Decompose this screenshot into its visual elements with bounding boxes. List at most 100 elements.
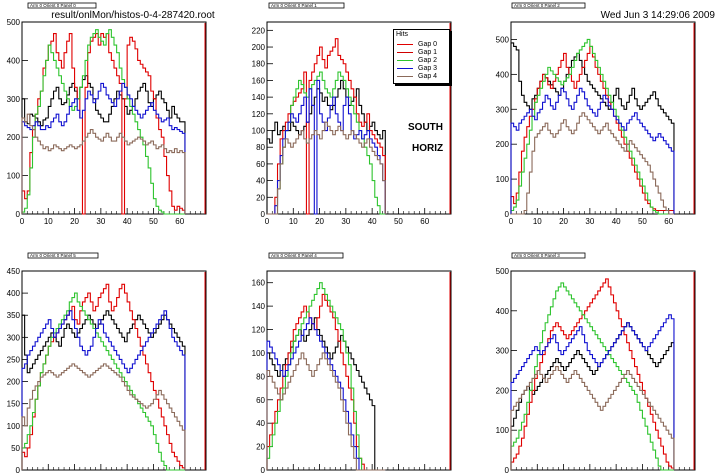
x-tick-label: 60 — [420, 217, 429, 226]
y-tick-label: 120 — [252, 326, 266, 335]
series-line-blue — [267, 79, 386, 215]
y-tick-label: 50 — [11, 444, 20, 453]
x-tick-label: 30 — [585, 217, 594, 226]
file-title: result/onlMon/histos-0-4-287420.root — [51, 10, 215, 21]
legend-swatch — [397, 60, 413, 61]
legend-entry: Gap 4 — [396, 72, 448, 81]
y-tick-label: 200 — [7, 378, 21, 387]
y-tick-label: 500 — [7, 18, 21, 27]
y-tick-label: 20 — [256, 443, 265, 452]
plot-frame — [510, 270, 696, 471]
series-line-black — [21, 75, 186, 214]
panel-title: Arm 0 Orient 0 Panel 4 — [271, 253, 317, 258]
legend-entry: Gap 3 — [396, 64, 448, 73]
series-line-blue — [510, 314, 675, 470]
y-tick-label: 150 — [7, 400, 21, 409]
y-tick-label: 400 — [496, 70, 510, 79]
y-tick-label: 400 — [496, 307, 510, 316]
y-tick-label: 100 — [496, 426, 510, 435]
legend-label: Gap 3 — [418, 65, 438, 72]
y-tick-label: 400 — [7, 56, 21, 65]
x-tick-label: 60 — [664, 217, 673, 226]
y-tick-label: 80 — [256, 372, 265, 381]
x-tick-label: 0 — [20, 217, 25, 226]
series-line-brown — [21, 363, 186, 470]
series-line-green — [510, 282, 674, 471]
histogram-panel: Arm 0 Orient 0 Panel 4010203040506002040… — [252, 252, 452, 474]
y-tick-label: 120 — [252, 110, 266, 119]
panel-title-box — [27, 2, 97, 9]
x-tick-label: 0 — [509, 217, 514, 226]
panel-title: Arm 0 Orient 0 Panel 3 — [514, 253, 560, 258]
y-tick-label: 250 — [7, 355, 21, 364]
x-tick-label: 20 — [559, 217, 568, 226]
plot-frame — [266, 21, 452, 215]
x-tick-label: 0 — [265, 217, 270, 226]
y-tick-label: 0 — [16, 210, 21, 219]
y-tick-label: 140 — [252, 302, 266, 311]
legend-label: Gap 2 — [418, 57, 438, 64]
series-line-red — [266, 293, 386, 471]
series-line-brown — [511, 112, 674, 215]
x-tick-label: 50 — [638, 217, 647, 226]
series-line-green — [21, 292, 185, 471]
y-tick-label: 0 — [16, 466, 21, 474]
legend-title: Hits — [396, 31, 409, 38]
legend-entry: Gap 0 — [396, 40, 448, 49]
legend-label: Gap 1 — [418, 49, 438, 56]
x-tick-label: 30 — [341, 217, 350, 226]
x-tick-label: 20 — [315, 217, 324, 226]
y-tick-label: 300 — [496, 347, 510, 356]
annotation-horiz: HORIZ — [412, 143, 444, 154]
legend: Hits Gap 0 Gap 1 Gap 2 Gap 3 Gap 4 — [393, 29, 450, 84]
x-tick-label: 20 — [70, 217, 79, 226]
panel-title-box — [27, 252, 99, 259]
y-tick-label: 140 — [252, 93, 266, 102]
y-tick-label: 20 — [256, 193, 265, 202]
series-line-blue — [510, 87, 675, 214]
series-line-green — [21, 29, 185, 215]
y-tick-label: 100 — [7, 422, 21, 431]
y-tick-label: 60 — [256, 160, 265, 169]
y-tick-label: 100 — [496, 175, 510, 184]
legend-swatch — [397, 52, 413, 53]
panel-title: Arm 0 Orient 0 Panel 5 — [30, 253, 76, 258]
y-tick-label: 180 — [252, 60, 266, 69]
y-tick-label: 0 — [261, 210, 266, 219]
histogram-panel: Arm 0 Orient 0 Panel 5010203040506005010… — [7, 252, 207, 474]
x-tick-label: 60 — [175, 217, 184, 226]
histogram-panel: Arm 0 Orient 0 Panel 3010203040506001002… — [496, 252, 696, 474]
y-tick-label: 60 — [256, 396, 265, 405]
panel-title-box — [268, 252, 344, 259]
y-tick-label: 100 — [252, 349, 266, 358]
legend-swatch — [397, 44, 413, 45]
panel-title-box — [268, 2, 345, 9]
y-tick-label: 300 — [496, 105, 510, 114]
series-line-green — [266, 282, 386, 471]
panel-title: Arm 0 Orient 0 Panel 1 — [271, 3, 317, 8]
y-tick-label: 0 — [505, 210, 510, 219]
plot-frame — [510, 21, 696, 215]
legend-label: Gap 0 — [418, 41, 438, 48]
series-line-black — [510, 322, 675, 470]
x-tick-label: 10 — [44, 217, 53, 226]
series-line-green — [267, 71, 386, 215]
y-tick-label: 40 — [256, 177, 265, 186]
panel-title-box — [511, 252, 586, 259]
panel-title: Arm 0 Orient 0 Panel 0 — [30, 3, 76, 8]
y-tick-label: 0 — [261, 466, 266, 474]
y-tick-label: 40 — [256, 419, 265, 428]
x-tick-label: 30 — [96, 217, 105, 226]
panel-title-box — [511, 2, 586, 9]
x-tick-label: 10 — [289, 217, 298, 226]
y-tick-label: 0 — [505, 466, 510, 474]
y-tick-label: 350 — [7, 311, 21, 320]
series-line-blue — [266, 317, 386, 471]
y-tick-label: 80 — [256, 143, 265, 152]
legend-label: Gap 4 — [418, 73, 438, 80]
y-tick-label: 100 — [7, 172, 21, 181]
series-line-black — [510, 42, 675, 214]
x-tick-label: 10 — [533, 217, 542, 226]
